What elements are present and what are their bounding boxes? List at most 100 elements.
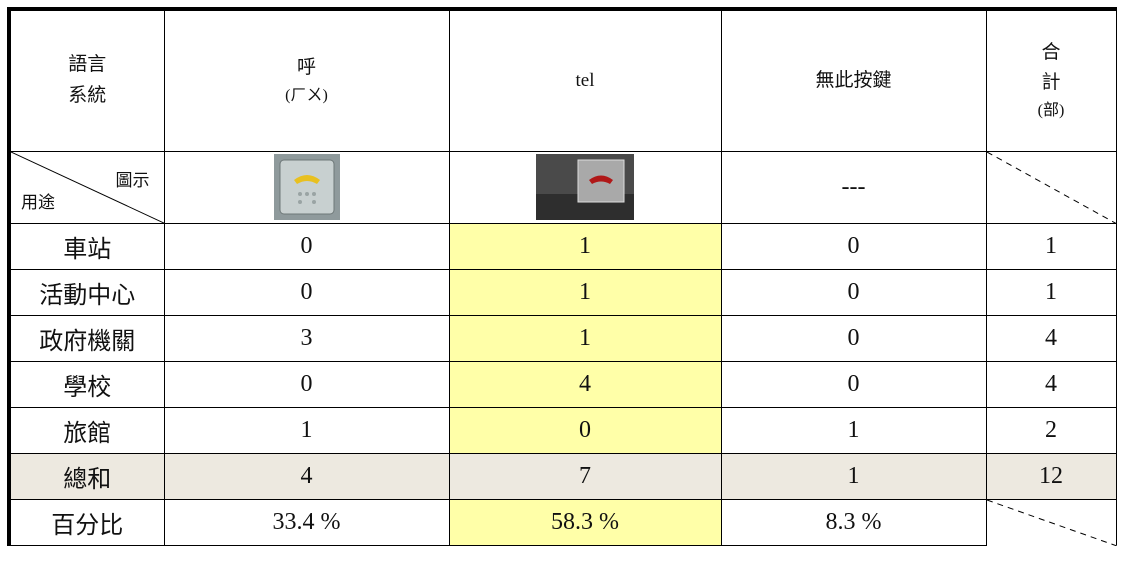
cell: 0 — [720, 222, 987, 270]
cell: 8.3 % — [720, 498, 987, 546]
empty-cell — [985, 498, 1117, 546]
cell-text: 1 — [300, 416, 313, 443]
cell-text: 4 — [1045, 324, 1057, 351]
cell: 0 — [720, 360, 987, 408]
cell-text: 學校 — [63, 374, 112, 401]
cell: 1 — [448, 222, 722, 270]
diag-cell: 圖示用途 — [8, 150, 166, 224]
header-cell: 無此按鍵 — [720, 8, 987, 152]
cell-text: --- — [841, 173, 866, 200]
percent-row: 百分比 33.4 % 58.3 % 8.3 % — [8, 498, 1117, 546]
cell: 0 — [163, 268, 450, 316]
cell-text: 無此按鍵 — [815, 69, 892, 91]
cell: 4 — [985, 360, 1117, 408]
cell: 1 — [985, 268, 1117, 316]
header-row: 語言 系統 呼 (ㄏㄨ) tel 無此按鍵 合計 (部) — [8, 8, 1117, 152]
cell: 百分比 — [8, 498, 165, 546]
cell: 0 — [163, 222, 450, 270]
icon-cell — [163, 150, 450, 224]
cell-text: 1 — [579, 232, 591, 259]
cell: 1 — [720, 406, 987, 454]
cell-text: 1 — [579, 324, 591, 351]
cell-text: 12 — [1039, 462, 1063, 489]
dashed-diagonal — [986, 151, 1117, 224]
data-row: 車站 0 1 0 1 — [8, 222, 1117, 270]
cell-text: 1 — [579, 278, 591, 305]
cell: 1 — [448, 314, 722, 362]
cell-text: 2 — [1045, 416, 1057, 443]
data-row: 學校 0 4 0 4 — [8, 360, 1117, 408]
cell-text: 4 — [300, 462, 313, 489]
cell: 58.3 % — [448, 498, 722, 546]
cell: 總和 — [8, 452, 165, 500]
empty-cell — [985, 150, 1117, 224]
cell: 0 — [448, 406, 722, 454]
cell-text: 0 — [847, 324, 860, 351]
data-row: 活動中心 0 1 0 1 — [8, 268, 1117, 316]
cell: 4 — [448, 360, 722, 408]
cell: 2 — [985, 406, 1117, 454]
cell-text: 總和 — [63, 466, 112, 493]
cell-text: 圖示 — [115, 170, 150, 190]
cell-text: 政府機關 — [39, 328, 136, 355]
icon-cell — [448, 150, 722, 224]
cell-text: 用途 — [21, 192, 55, 212]
cell: 4 — [985, 314, 1117, 362]
cell: 1 — [163, 406, 450, 454]
cell-text: 百分比 — [51, 512, 124, 539]
cell-text: 呼 — [296, 56, 316, 78]
cell-text: 0 — [847, 232, 860, 259]
call-button-icon — [273, 154, 340, 220]
cell-text: 7 — [579, 462, 591, 489]
cell: 0 — [720, 268, 987, 316]
header-cell: tel — [448, 8, 722, 152]
cell-text: 車站 — [63, 236, 112, 263]
header-cell: 語言 系統 — [8, 8, 165, 152]
cell-text: 4 — [579, 370, 591, 397]
cell: 12 — [985, 452, 1117, 500]
data-row: 旅館 1 0 1 2 — [8, 406, 1117, 454]
cell: 1 — [448, 268, 722, 316]
total-row: 總和 4 7 1 12 — [8, 452, 1117, 500]
cell-text: 0 — [300, 232, 313, 259]
cell-text: 系統 — [68, 84, 107, 106]
cell-text: 33.4 % — [272, 508, 341, 535]
cell-text: 旅館 — [63, 420, 112, 447]
cell: 7 — [448, 452, 722, 500]
cell: 1 — [720, 452, 987, 500]
header-cell: 呼 (ㄏㄨ) — [163, 8, 450, 152]
cell-text: 58.3 % — [551, 508, 619, 535]
data-row: 政府機關 3 1 0 4 — [8, 314, 1117, 362]
cell: 1 — [985, 222, 1117, 270]
cell-text: 活動中心 — [39, 282, 136, 309]
cell: 3 — [163, 314, 450, 362]
cell: 車站 — [8, 222, 165, 270]
diagonal — [11, 151, 166, 224]
cell-text: (部) — [1037, 102, 1065, 120]
cell-text: 1 — [847, 416, 860, 443]
cell-text: 0 — [579, 416, 591, 443]
cell: 33.4 % — [163, 498, 450, 546]
dashed-diagonal — [986, 499, 1117, 546]
cell-text: 8.3 % — [825, 508, 882, 535]
icon-row: 圖示用途 --- — [8, 150, 1117, 224]
cell: 活動中心 — [8, 268, 165, 316]
table: 語言 系統 呼 (ㄏㄨ) tel 無此按鍵 合計 (部) 圖示 用途 --- 車站 0 1 0 1 活動中心 0 1… — [7, 7, 1117, 546]
none-cell: --- — [720, 150, 987, 224]
cell-text: 0 — [300, 278, 313, 305]
cell-text: 4 — [1045, 370, 1057, 397]
cell-text: 1 — [1045, 232, 1057, 259]
cell-text: 語言 — [68, 54, 107, 76]
cell-text: 0 — [847, 370, 860, 397]
cell-text: 0 — [300, 370, 313, 397]
cell-text: 0 — [847, 278, 860, 305]
cell-text: 1 — [847, 462, 860, 489]
cell-text: 計 — [1041, 71, 1061, 93]
tel-button-icon — [536, 154, 634, 220]
cell-text: tel — [575, 69, 595, 91]
cell: 學校 — [8, 360, 165, 408]
cell: 4 — [163, 452, 450, 500]
cell-text: 3 — [300, 324, 313, 351]
header-cell: 合計 (部) — [985, 8, 1117, 152]
